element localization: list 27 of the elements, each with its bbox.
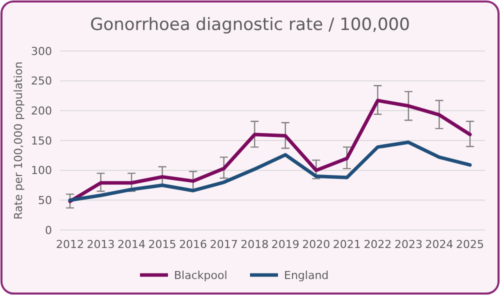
x-tick-label: 2016 [179,238,208,251]
y-axis-title: Rate per 100,000 population [12,61,25,220]
line-series [68,140,472,202]
x-tick-label: 2018 [240,238,269,251]
x-tick-label: 2017 [210,238,238,251]
x-tick-label: 2021 [332,238,361,251]
x-tick-label: 2020 [302,238,330,251]
chart-title: Gonorrhoea diagnostic rate / 100,000 [90,15,410,35]
x-tick-label: 2024 [425,238,454,251]
legend-label: Blackpool [174,268,228,282]
x-tick-label: 2023 [394,238,422,251]
y-tick-label: 0 [45,224,52,237]
y-tick-label: 150 [31,134,52,148]
y-tick-label: 50 [38,194,52,208]
x-tick-label: 2014 [118,238,146,251]
y-tick-label: 300 [31,44,52,58]
y-tick-label: 100 [31,164,52,178]
y-tick-label: 250 [31,74,52,88]
x-tick-label: 2025 [456,238,484,251]
x-tick-label: 2013 [86,238,115,251]
x-tick-label: 2015 [148,238,176,251]
legend-label: England [284,268,329,282]
x-tick-label: 2019 [271,238,300,251]
x-tick-label: 2022 [364,238,392,251]
x-tick-label: 2012 [56,238,84,251]
y-tick-label: 200 [31,104,52,118]
line-series [68,98,472,204]
